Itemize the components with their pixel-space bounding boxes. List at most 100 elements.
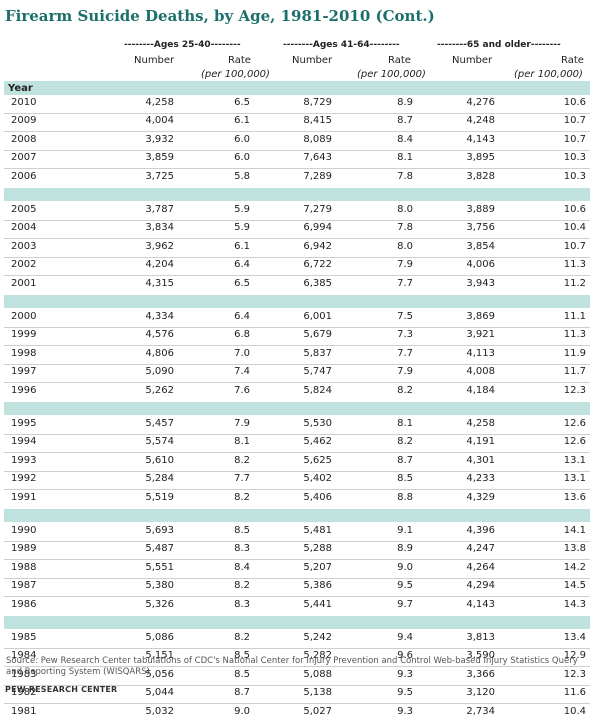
cell-r1: 6.0: [234, 152, 250, 164]
row-divider: [4, 452, 590, 454]
cell-n2: 5,462: [303, 436, 332, 448]
cell-r3: 14.5: [563, 580, 586, 592]
cell-n2: 6,942: [303, 240, 332, 252]
group-header-ages-25-40: --------Ages 25-40--------: [124, 40, 241, 50]
cell-n2: 6,722: [303, 259, 332, 271]
table-row: 1996 5,262 7.6 5,824 8.2 4,184 12.3: [0, 385, 594, 403]
cell-n1: 5,551: [145, 561, 174, 573]
row-divider: [4, 684, 590, 686]
group-header-ages-41-64: --------Ages 41-64--------: [283, 40, 400, 50]
cell-n3: 3,869: [466, 311, 495, 322]
cell-n2: 8,729: [303, 97, 332, 108]
table-row: 1993 5,610 8.2 5,625 8.7 4,301 13.1: [0, 455, 594, 473]
cell-n2: 5,288: [303, 543, 332, 555]
row-divider: [4, 219, 590, 221]
cell-r3: 12.6: [563, 418, 586, 429]
cell-n1: 5,044: [145, 687, 174, 699]
table-row: 1992 5,284 7.7 5,402 8.5 4,233 13.1: [0, 473, 594, 491]
table-row: 1984 5,151 8.5 5,282 9.6 3,590 12.9: [0, 650, 594, 668]
cell-r3: 10.7: [563, 115, 586, 127]
cell-r1: 8.4: [234, 561, 250, 573]
cell-r2: 7.7: [397, 277, 413, 289]
cell-n2: 5,406: [303, 491, 332, 503]
table-row: 1995 5,457 7.9 5,530 8.1 4,258 12.6: [0, 418, 594, 436]
cell-r1: 7.0: [234, 347, 250, 359]
row-divider: [4, 326, 590, 328]
cell-r3: 10.6: [563, 204, 586, 215]
cell-n3: 4,396: [466, 525, 495, 536]
cell-n3: 4,264: [466, 561, 495, 573]
cell-r2: 9.1: [397, 525, 413, 536]
row-divider: [4, 149, 590, 151]
cell-r3: 10.7: [563, 240, 586, 252]
cell-r3: 11.1: [563, 311, 586, 322]
cell-n2: 5,625: [303, 454, 332, 466]
cell-n3: 3,854: [466, 240, 495, 252]
cell-r2: 9.3: [397, 668, 413, 680]
row-divider: [4, 470, 590, 472]
cell-r1: 8.5: [234, 668, 250, 680]
cell-r3: 13.4: [563, 632, 586, 643]
table-row: 2004 3,834 5.9 6,994 7.8 3,756 10.4: [0, 222, 594, 240]
cell-year: 2000: [11, 311, 37, 322]
cell-n3: 3,828: [466, 170, 495, 182]
cell-year: 1996: [11, 384, 37, 396]
cell-r3: 11.3: [563, 329, 586, 341]
cell-n2: 5,679: [303, 329, 332, 341]
table-row: 2000 4,334 6.4 6,001 7.5 3,869 11.1: [0, 311, 594, 329]
cell-r2: 8.5: [397, 473, 413, 485]
cell-n1: 5,574: [145, 436, 174, 448]
cell-r1: 6.4: [234, 311, 250, 322]
cell-r2: 9.7: [397, 598, 413, 610]
cell-year: 1989: [11, 543, 37, 555]
cell-r2: 8.7: [397, 115, 413, 127]
cell-n2: 5,027: [303, 705, 332, 717]
cell-r3: 10.4: [563, 705, 586, 717]
row-divider: [4, 131, 590, 133]
table-row: 1986 5,326 8.3 5,441 9.7 4,143 14.3: [0, 599, 594, 617]
cell-r2: 8.9: [397, 543, 413, 555]
cell-r3: 12.6: [563, 436, 586, 448]
cell-r1: 7.4: [234, 366, 250, 378]
cell-n2: 5,386: [303, 580, 332, 592]
cell-r3: 13.1: [563, 473, 586, 485]
cell-n2: 5,530: [303, 418, 332, 429]
row-divider: [4, 275, 590, 277]
cell-n1: 5,380: [145, 580, 174, 592]
cell-r1: 6.5: [234, 97, 250, 108]
cell-r2: 9.6: [397, 650, 413, 662]
group-separator-band: [4, 616, 590, 629]
cell-r3: 12.3: [563, 668, 586, 680]
cell-r2: 8.0: [397, 204, 413, 215]
cell-n1: 5,487: [145, 543, 174, 555]
year-column-label: Year: [8, 83, 33, 94]
table-row: 1982 5,044 8.7 5,138 9.5 3,120 11.6: [0, 687, 594, 705]
cell-r1: 9.0: [234, 705, 250, 717]
col-header-number: Number: [292, 55, 333, 66]
cell-n1: 5,086: [145, 632, 174, 643]
cell-r1: 7.7: [234, 473, 250, 485]
row-divider: [4, 112, 590, 114]
cell-n1: 5,610: [145, 454, 174, 466]
table-row: 2005 3,787 5.9 7,279 8.0 3,889 10.6: [0, 204, 594, 222]
cell-r1: 8.5: [234, 650, 250, 662]
cell-r1: 8.2: [234, 454, 250, 466]
row-divider: [4, 256, 590, 258]
cell-year: 1994: [11, 436, 37, 448]
cell-n2: 5,747: [303, 366, 332, 378]
cell-n2: 6,385: [303, 277, 332, 289]
cell-n2: 6,001: [303, 311, 332, 322]
cell-n3: 4,191: [466, 436, 495, 448]
cell-r2: 8.1: [397, 152, 413, 164]
cell-year: 1983: [11, 668, 37, 680]
col-header-rate: Rate: [561, 55, 584, 66]
table-row: 2001 4,315 6.5 6,385 7.7 3,943 11.2: [0, 278, 594, 296]
col-header-rate-sub: (per 100,000): [357, 69, 426, 80]
cell-r2: 7.9: [397, 259, 413, 271]
cell-year: 2010: [11, 97, 37, 108]
cell-n1: 3,787: [145, 204, 174, 215]
cell-r3: 10.3: [563, 170, 586, 182]
cell-n3: 4,143: [466, 598, 495, 610]
cell-n3: 3,756: [466, 222, 495, 234]
cell-year: 2006: [11, 170, 37, 182]
